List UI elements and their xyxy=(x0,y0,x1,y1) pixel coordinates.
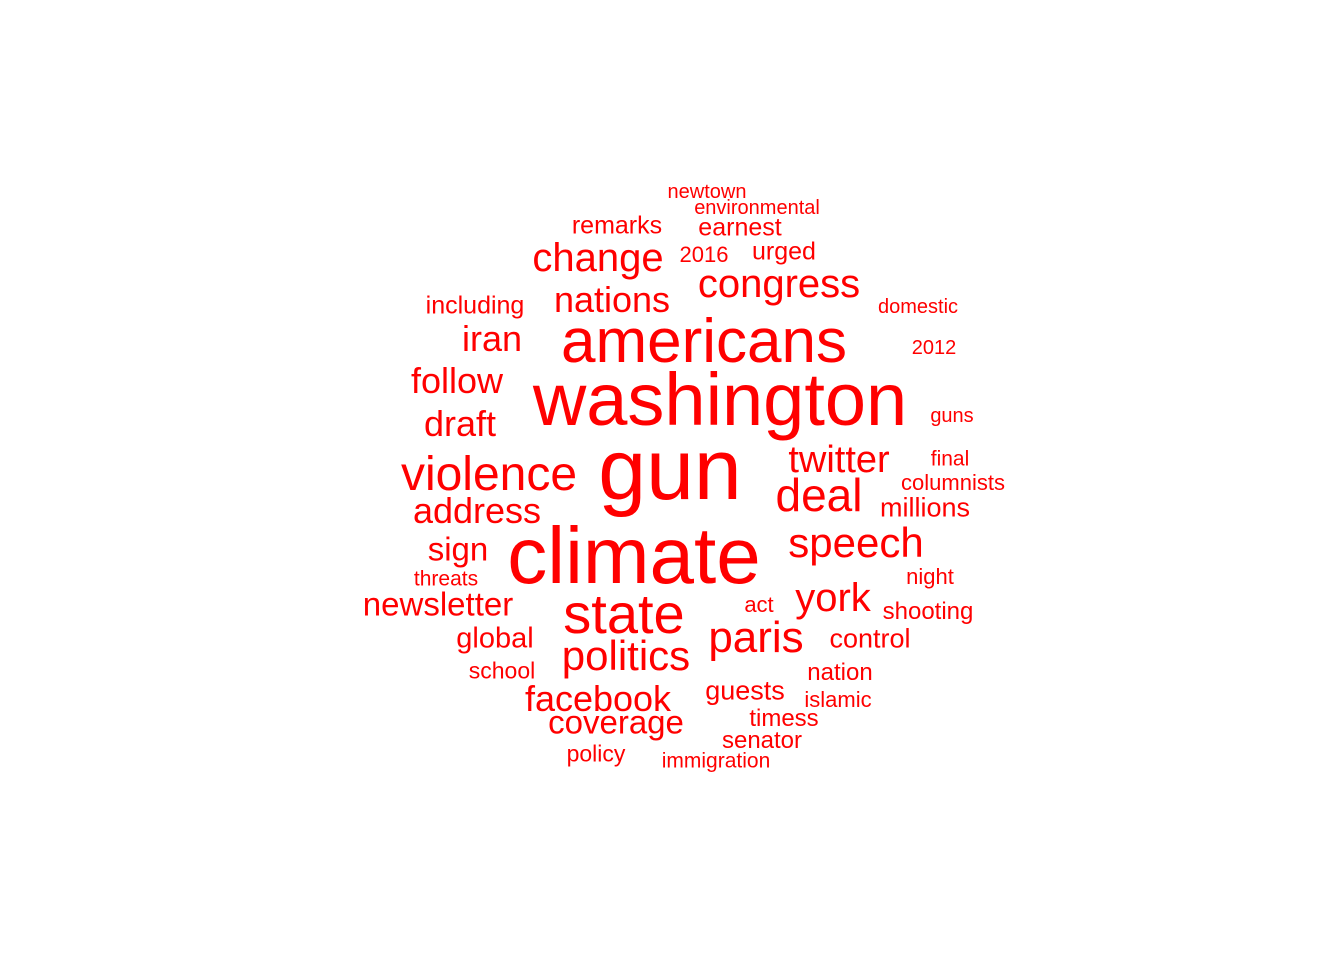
word-deal: deal xyxy=(775,469,863,521)
word-millions: millions xyxy=(879,492,971,523)
word-senator: senator xyxy=(721,727,803,754)
word-2016: 2016 xyxy=(679,242,729,267)
word-facebook: facebook xyxy=(524,678,672,719)
word-speech: speech xyxy=(788,519,924,566)
word-school: school xyxy=(468,657,536,684)
word-newtown: newtown xyxy=(667,181,747,203)
word-congress: congress xyxy=(697,262,861,306)
word-climate: climate xyxy=(507,511,761,600)
word-state: state xyxy=(563,582,685,645)
word-including: including xyxy=(425,291,525,320)
word-newsletter: newsletter xyxy=(362,585,514,623)
word-change: change xyxy=(532,236,664,280)
word-nation: nation xyxy=(807,659,873,686)
word-2012: 2012 xyxy=(911,337,957,359)
word-nations: nations xyxy=(553,279,671,320)
word-address: address xyxy=(412,490,542,531)
word-draft: draft xyxy=(423,403,497,444)
word-environmental: environmental xyxy=(694,197,820,219)
word-control: control xyxy=(829,623,911,654)
word-night: night xyxy=(906,564,954,589)
word-earnest: earnest xyxy=(698,213,782,242)
word-policy: policy xyxy=(566,740,626,767)
word-sign: sign xyxy=(427,530,489,568)
word-york: york xyxy=(795,576,871,620)
word-guests: guests xyxy=(705,675,785,706)
word-islamic: islamic xyxy=(804,687,872,712)
word-remarks: remarks xyxy=(571,211,663,240)
word-act: act xyxy=(744,592,774,617)
word-paris: paris xyxy=(708,613,804,662)
word-washington: washington xyxy=(532,358,908,441)
word-immigration: immigration xyxy=(661,749,771,773)
word-americans: americans xyxy=(561,307,847,376)
word-global: global xyxy=(456,622,534,655)
word-follow: follow xyxy=(410,360,504,401)
word-shooting: shooting xyxy=(882,598,974,625)
word-final: final xyxy=(930,447,970,471)
word-urged: urged xyxy=(752,237,816,266)
word-iran: iran xyxy=(461,318,523,359)
word-timess: timess xyxy=(749,705,819,732)
word-threats: threats xyxy=(413,567,479,591)
word-gun: gun xyxy=(598,422,742,518)
word-twitter: twitter xyxy=(788,439,890,481)
word-columnists: columnists xyxy=(901,470,1005,495)
word-politics: politics xyxy=(561,632,691,679)
word-domestic: domestic xyxy=(877,296,959,318)
word-coverage: coverage xyxy=(548,703,684,741)
word-violence: violence xyxy=(400,448,578,501)
word-guns: guns xyxy=(930,405,974,427)
